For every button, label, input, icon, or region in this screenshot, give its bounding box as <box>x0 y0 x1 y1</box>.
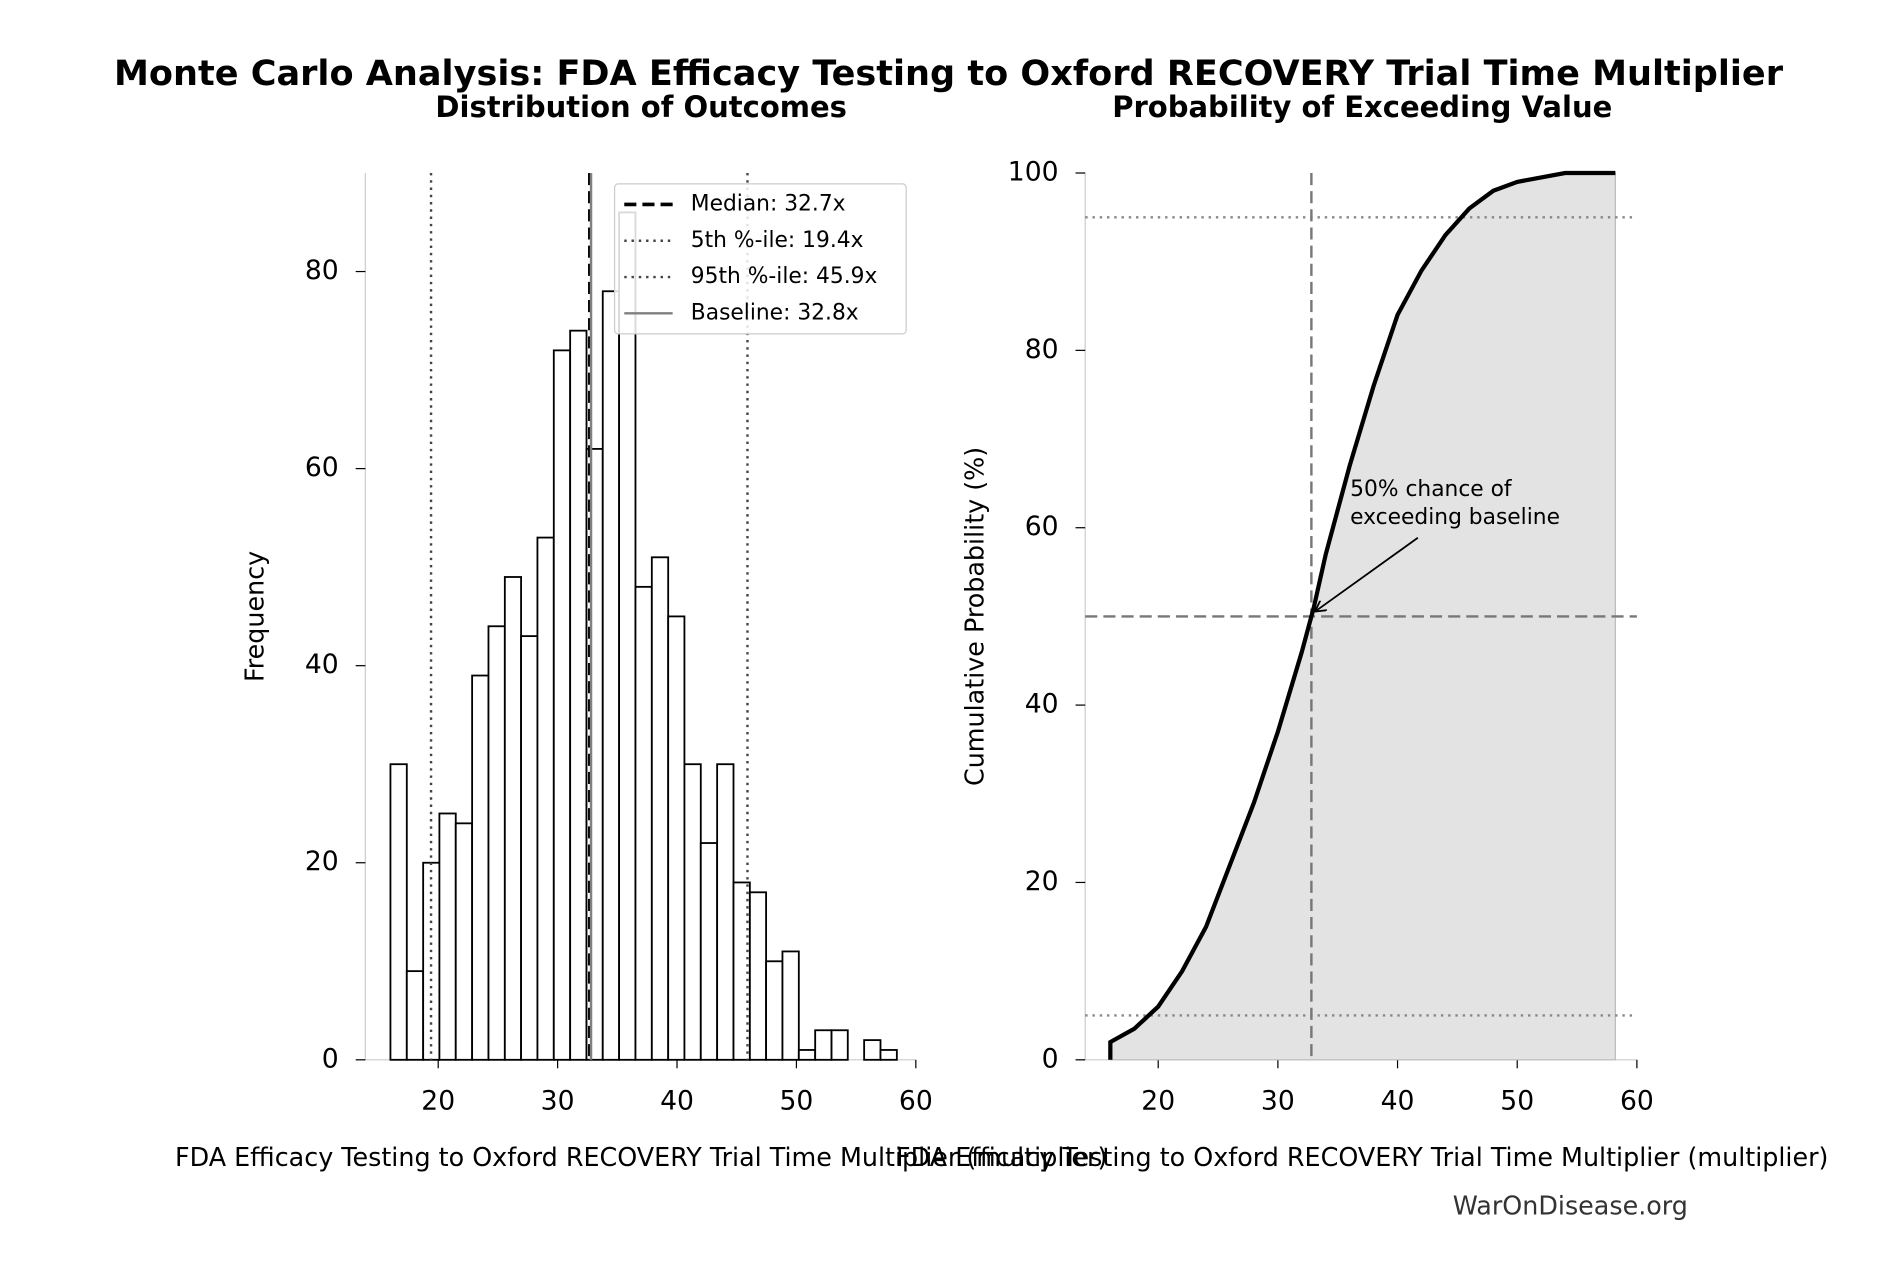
y-tick-label: 100 <box>1008 157 1059 188</box>
histogram-bar <box>814 1029 833 1061</box>
histogram-bar <box>454 822 474 1061</box>
histogram-bar <box>683 763 702 1061</box>
legend-label: 5th %-ile: 19.4x <box>691 228 864 253</box>
x-tick-label: 30 <box>1261 1086 1295 1117</box>
y-axis-label: Frequency <box>239 551 269 682</box>
y-tick-label: 80 <box>305 255 339 286</box>
figure-title: Monte Carlo Analysis: FDA Efficacy Testi… <box>114 53 1784 94</box>
histogram-bar <box>487 625 506 1061</box>
histogram-bar <box>634 585 653 1061</box>
x-axis-label: FDA Efficacy Testing to Oxford RECOVERY … <box>175 1142 1107 1172</box>
histogram-bar <box>569 329 588 1061</box>
histogram-bar <box>716 763 735 1061</box>
subplot-title: Probability of Exceeding Value <box>1112 90 1612 124</box>
histogram-bar <box>471 674 490 1061</box>
footer: WarOnDisease.org <box>1453 1190 1688 1220</box>
histogram-bar <box>405 970 425 1061</box>
x-tick-label: 20 <box>1141 1086 1175 1117</box>
histogram-bar <box>797 1049 817 1061</box>
x-tick-label: 40 <box>1381 1086 1415 1117</box>
y-tick-label: 60 <box>305 452 339 483</box>
annotation-text: exceeding baseline <box>1350 505 1560 530</box>
x-tick-label: 30 <box>541 1086 575 1117</box>
x-tick-label: 40 <box>660 1086 694 1117</box>
histogram-bar <box>389 763 408 1061</box>
subplot-title: Distribution of Outcomes <box>435 90 847 124</box>
histogram-bar <box>667 615 686 1061</box>
legend-label: Baseline: 32.8x <box>691 300 859 325</box>
y-tick-label: 40 <box>305 649 339 680</box>
histogram-bar <box>601 290 621 1061</box>
annotation-text: 50% chance of <box>1350 477 1513 502</box>
y-tick-label: 40 <box>1025 689 1059 720</box>
x-axis-label: FDA Efficacy Testing to Oxford RECOVERY … <box>896 1142 1828 1172</box>
legend-label: Median: 32.7x <box>691 191 846 216</box>
histogram-bar <box>748 891 768 1061</box>
histogram-bar <box>765 960 784 1061</box>
annotation-arrow <box>1315 537 1419 612</box>
legend-label: 95th %-ile: 45.9x <box>691 264 878 289</box>
x-tick-label: 60 <box>899 1086 933 1117</box>
x-tick-label: 50 <box>1500 1086 1534 1117</box>
histogram-bar <box>520 635 539 1061</box>
y-tick-label: 0 <box>1042 1043 1059 1074</box>
y-tick-label: 0 <box>322 1043 339 1074</box>
histogram-bar <box>879 1049 898 1061</box>
y-tick-label: 20 <box>1025 866 1059 897</box>
histogram-bar <box>830 1029 849 1061</box>
histogram-bar <box>863 1039 882 1061</box>
histogram-bar <box>552 349 572 1061</box>
y-tick-label: 60 <box>1025 511 1059 542</box>
histogram-bar <box>650 556 670 1061</box>
legend-box <box>613 183 907 335</box>
histogram-bar <box>503 576 522 1061</box>
histogram-bar <box>438 812 457 1061</box>
histogram-bar <box>536 536 555 1061</box>
y-tick-label: 20 <box>305 846 339 877</box>
x-tick-label: 60 <box>1620 1086 1654 1117</box>
y-axis-label: Cumulative Probability (%) <box>959 447 989 786</box>
histogram-bar <box>732 881 751 1061</box>
histogram-bar <box>781 950 800 1061</box>
histogram-bar <box>618 211 637 1061</box>
cdf-line <box>1108 170 1616 1060</box>
x-tick-label: 20 <box>421 1086 455 1117</box>
y-tick-label: 80 <box>1025 334 1059 365</box>
histogram-bar <box>699 842 719 1061</box>
x-tick-label: 50 <box>779 1086 813 1117</box>
